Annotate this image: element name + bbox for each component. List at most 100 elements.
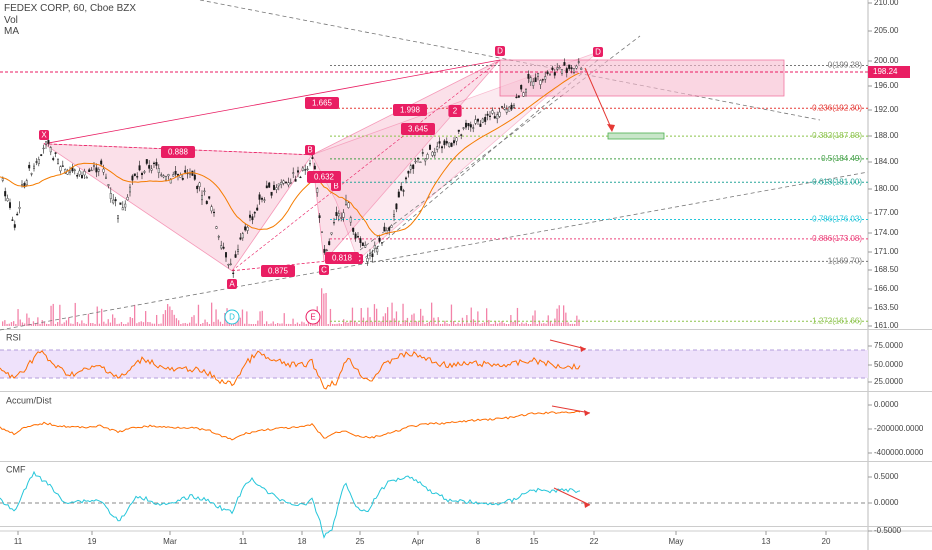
candle-body (448, 142, 451, 147)
cmf-line (0, 470, 581, 539)
candle-body (76, 175, 79, 177)
volume-bar (90, 323, 92, 326)
accum-dist-tick-label: 0.0000 (874, 400, 899, 409)
volume-bar (281, 323, 283, 326)
volume-bar (59, 304, 61, 326)
fib-level-label: 0.618(181.00) (812, 177, 862, 186)
candle-body (78, 170, 81, 175)
volume-bar (303, 322, 305, 326)
volume-bar (87, 313, 90, 326)
volume-bar (81, 320, 83, 326)
volume-bar (340, 323, 343, 326)
rsi-tick-label: 50.0000 (874, 360, 903, 369)
cmf-tick-label: 0.5000 (874, 472, 899, 481)
candle-body (107, 184, 110, 186)
volume-bar (35, 323, 37, 326)
candle-body (205, 200, 208, 204)
volume-bar (118, 323, 120, 326)
volume-bar (61, 323, 63, 326)
candle-body (280, 181, 283, 185)
candle-body (277, 183, 280, 187)
volume-bar (37, 317, 39, 326)
volume-bar (30, 323, 32, 326)
volume-bar (560, 322, 563, 326)
candle-body (121, 207, 124, 211)
candle-body (520, 84, 523, 90)
candle-body (525, 89, 528, 93)
volume-bar (268, 323, 270, 326)
candle-body (116, 215, 119, 220)
volume-bar (292, 318, 294, 326)
candle-body (481, 118, 484, 123)
volume-bar (230, 323, 233, 326)
ma-indicator-label: MA (4, 26, 19, 37)
candle-body (33, 165, 36, 169)
candle-body (152, 162, 155, 165)
volume-bar (402, 303, 404, 326)
volume-bar (512, 321, 514, 326)
ratio-label-bg (305, 97, 339, 109)
volume-bar (103, 321, 105, 326)
candle-body (140, 172, 143, 176)
volume-bar (576, 315, 578, 326)
fib-level-label: 1.272(161.66) (812, 316, 862, 325)
rsi-tick-label: 75.0000 (874, 341, 903, 350)
volume-bar (532, 315, 534, 326)
volume-bar (433, 317, 435, 326)
volume-bar (534, 310, 536, 326)
candle-body (196, 186, 199, 190)
ratio-label-bg (448, 105, 462, 117)
candle-body (479, 123, 482, 127)
volume-bar (569, 323, 571, 326)
candle-body (563, 62, 566, 66)
candle-body (565, 68, 568, 73)
small-pattern-point-b: B (333, 182, 338, 191)
candle-body (436, 146, 439, 150)
volume-bar (182, 323, 184, 326)
candle-body (232, 272, 235, 274)
candle-body (376, 248, 379, 253)
volume-bar (395, 311, 398, 326)
candle-body (383, 226, 386, 232)
price-tick-label: 192.00 (874, 105, 899, 114)
cmf-divergence-arrow (584, 502, 590, 508)
candle-body (234, 254, 237, 258)
time-tick-label: May (668, 537, 683, 546)
fib-level-label: 0(199.28) (828, 61, 863, 70)
candle-body (333, 222, 336, 224)
volume-bar (424, 323, 426, 326)
candle-body (6, 198, 9, 202)
volume-bar (112, 314, 114, 326)
volume-bar (543, 323, 545, 326)
accum-dist-title: Accum/Dist (6, 395, 52, 405)
ratio-label: 0.875 (268, 267, 289, 276)
candle-body (544, 76, 547, 80)
candle-body (261, 197, 264, 200)
price-tick-label: 161.00 (874, 321, 899, 330)
candle-body (325, 249, 328, 251)
candle-body (184, 170, 187, 173)
candle-body (484, 117, 487, 122)
candle-body (568, 64, 571, 69)
volume-bar (376, 308, 378, 326)
fib-level-label: 0.786(176.03) (812, 215, 862, 224)
candle-body (157, 168, 160, 173)
accum-dist-tick-label: -200000.0000 (874, 424, 924, 433)
volume-bar (127, 322, 129, 326)
candle-body (330, 232, 333, 235)
cmf-tick-label: 0.0000 (874, 498, 899, 507)
candle-body (104, 176, 107, 179)
rsi-overbought-band (0, 350, 868, 378)
pattern-point-a: A (229, 280, 235, 289)
candle-body (493, 116, 496, 119)
candle-body (128, 186, 131, 193)
candle-body (474, 119, 477, 124)
volume-bars (2, 288, 580, 326)
volume-bar (175, 318, 178, 326)
volume-bar (96, 306, 98, 326)
candle-body (112, 199, 115, 204)
volume-bar (32, 321, 35, 326)
volume-bar (239, 317, 241, 326)
candle-body (527, 74, 530, 79)
